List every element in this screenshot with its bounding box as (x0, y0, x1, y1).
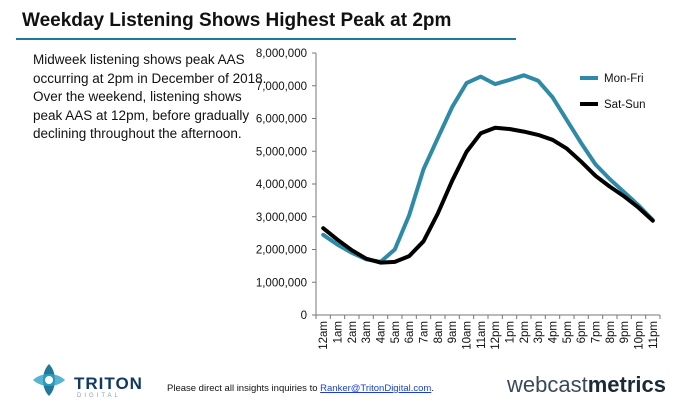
y-tick-label: 0 (301, 310, 307, 322)
webcastmetrics-logo-part-b: metrics (587, 372, 666, 397)
y-tick-label: 4,000,000 (256, 179, 307, 191)
triton-logo-icon (31, 362, 67, 403)
x-tick-label: 2pm (519, 321, 531, 343)
footer-suffix: . (431, 383, 434, 394)
footer-email-link[interactable]: Ranker@TritonDigital.com (320, 383, 432, 394)
title-divider (16, 38, 516, 40)
x-tick-label: 7pm (591, 321, 603, 343)
x-tick-label: 8am (433, 321, 445, 343)
triton-logo-subtext: DIGITAL (77, 393, 121, 399)
y-tick-label: 5,000,000 (256, 146, 307, 158)
series-line-sat-sun (321, 125, 655, 265)
x-tick-label: 1pm (505, 321, 517, 343)
x-tick-label: 4am (376, 321, 388, 343)
x-tick-label: 1am (333, 321, 345, 343)
footer-prefix: Please direct all insights inquiries to (167, 383, 321, 394)
x-tick-label: 10pm (634, 321, 646, 350)
y-tick-label: 3,000,000 (256, 212, 307, 224)
x-tick-label: 6am (404, 321, 416, 343)
y-tick-label: 1,000,000 (256, 277, 307, 289)
x-tick-label: 8pm (605, 321, 617, 343)
x-tick-label: 11pm (648, 321, 660, 349)
legend-label-mon-fri: Mon-Fri (604, 73, 644, 85)
x-tick-label: 11am (476, 321, 488, 349)
x-tick-label: 2am (347, 321, 359, 343)
webcastmetrics-logo-part-a: webcast (507, 372, 588, 397)
x-tick-label: 9pm (619, 321, 631, 343)
x-tick-label: 9am (447, 321, 459, 343)
webcastmetrics-logo: webcastmetrics (507, 372, 666, 398)
slide-description: Midweek listening shows peak AAS occurri… (33, 52, 267, 141)
y-tick-label: 7,000,000 (256, 81, 307, 93)
x-tick-label: 5pm (562, 321, 574, 343)
x-tick-label: 4pm (548, 321, 560, 343)
x-tick-label: 3pm (533, 321, 545, 343)
y-tick-label: 2,000,000 (256, 245, 307, 257)
x-tick-label: 5am (390, 321, 402, 343)
x-tick-label: 6pm (576, 321, 588, 343)
x-tick-label: 12pm (490, 321, 502, 350)
triton-logo-text: TRITON (74, 374, 143, 393)
x-tick-label: 12am (318, 321, 330, 350)
y-tick-label: 6,000,000 (256, 114, 307, 126)
x-tick-label: 7am (419, 321, 431, 343)
legend-label-sat-sun: Sat-Sun (604, 99, 646, 111)
footer-note: Please direct all insights inquiries to … (167, 383, 434, 394)
x-tick-label: 10am (462, 321, 474, 350)
slide-title: Weekday Listening Shows Highest Peak at … (22, 10, 452, 31)
y-tick-label: 8,000,000 (256, 48, 307, 60)
x-tick-label: 3am (361, 321, 373, 343)
